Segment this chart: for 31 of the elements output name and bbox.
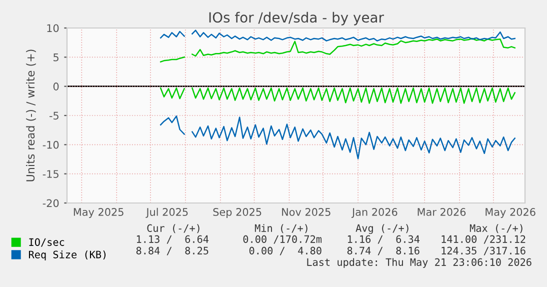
text: 1.16 / 6.34 [348,235,420,244]
text: 8.84 / 8.25 [136,246,208,256]
y-tick-label: 10 [47,24,59,32]
y-tick-label: 0 [53,82,59,90]
x-tick-label: Sep 2025 [213,208,262,218]
text: 8.74 / 8.16 [347,246,420,256]
chart-title: IOs for /dev/sda - by year [209,12,384,26]
text: 124.35 /317.16 [442,246,526,256]
text: Cur (-/+) [147,224,200,234]
legend-label: Req Size (KB) [28,250,106,260]
x-tick-label: Jul 2025 [146,208,188,218]
text: Max (-/+) [470,224,522,234]
y-axis-title: Units read (-) / write (+) [26,50,36,182]
x-tick-label: May 2025 [74,208,124,218]
legend-label: IO/sec [29,238,64,247]
y-tick-label: -5 [49,112,58,120]
text: 0.00 /170.72m [243,235,322,244]
x-tick-label: Jan 2026 [351,208,398,218]
text: 141.00 /231.12 [442,235,526,244]
text: 0.00 / 4.80 [249,246,322,256]
x-tick-label: Nov 2025 [282,208,330,216]
text: Avg (-/+) [356,224,408,234]
x-tick-label: May 2026 [486,208,536,218]
y-tick-label: -15 [42,170,58,178]
text: Min (-/+) [254,224,308,234]
x-tick-label: Mar 2026 [418,208,466,216]
y-tick-label: -10 [42,140,59,149]
text: Last update: Thu May 21 23:06:10 2026 [307,258,532,268]
y-tick-label: 5 [54,54,58,62]
text: 1.13 / 6.64 [136,235,209,244]
y-tick-label: -20 [42,199,59,208]
